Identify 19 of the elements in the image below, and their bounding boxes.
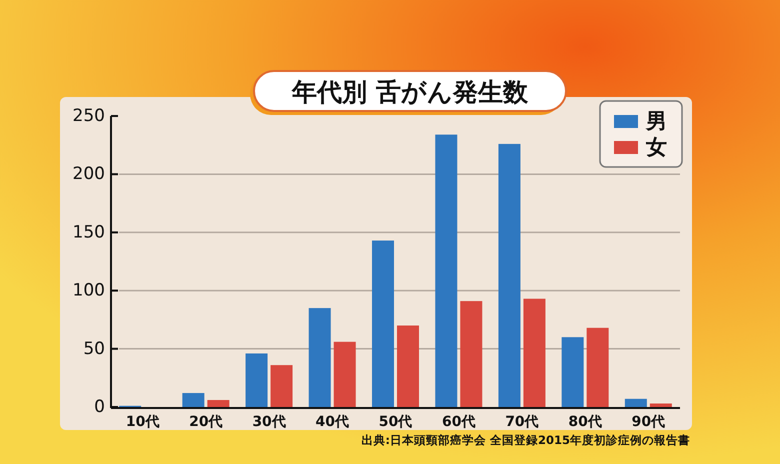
x-tick-label: 10代 [126, 414, 160, 430]
legend-label: 男 [645, 109, 667, 133]
y-tick-label: 200 [72, 164, 105, 184]
y-tick-label: 0 [94, 397, 105, 417]
x-tick-label: 90代 [632, 414, 666, 430]
x-tick-label: 50代 [378, 414, 412, 430]
x-tick-label: 60代 [442, 414, 476, 430]
source-note: 出典:日本頭頸部癌学会 全国登録2015年度初診症例の報告書 [361, 433, 690, 447]
y-tick-label: 250 [72, 106, 105, 126]
chart-title: 年代別 舌がん発生数 [291, 78, 529, 106]
y-tick-label: 150 [72, 222, 105, 242]
x-tick-label: 80代 [568, 414, 602, 430]
y-tick-label: 100 [72, 280, 105, 301]
x-tick-label: 70代 [505, 414, 539, 430]
legend-label: 女 [645, 135, 667, 159]
x-tick-label: 40代 [316, 414, 350, 430]
x-tick-label: 20代 [189, 414, 223, 430]
y-tick-label: 50 [83, 338, 105, 359]
x-tick-label: 30代 [252, 414, 286, 430]
